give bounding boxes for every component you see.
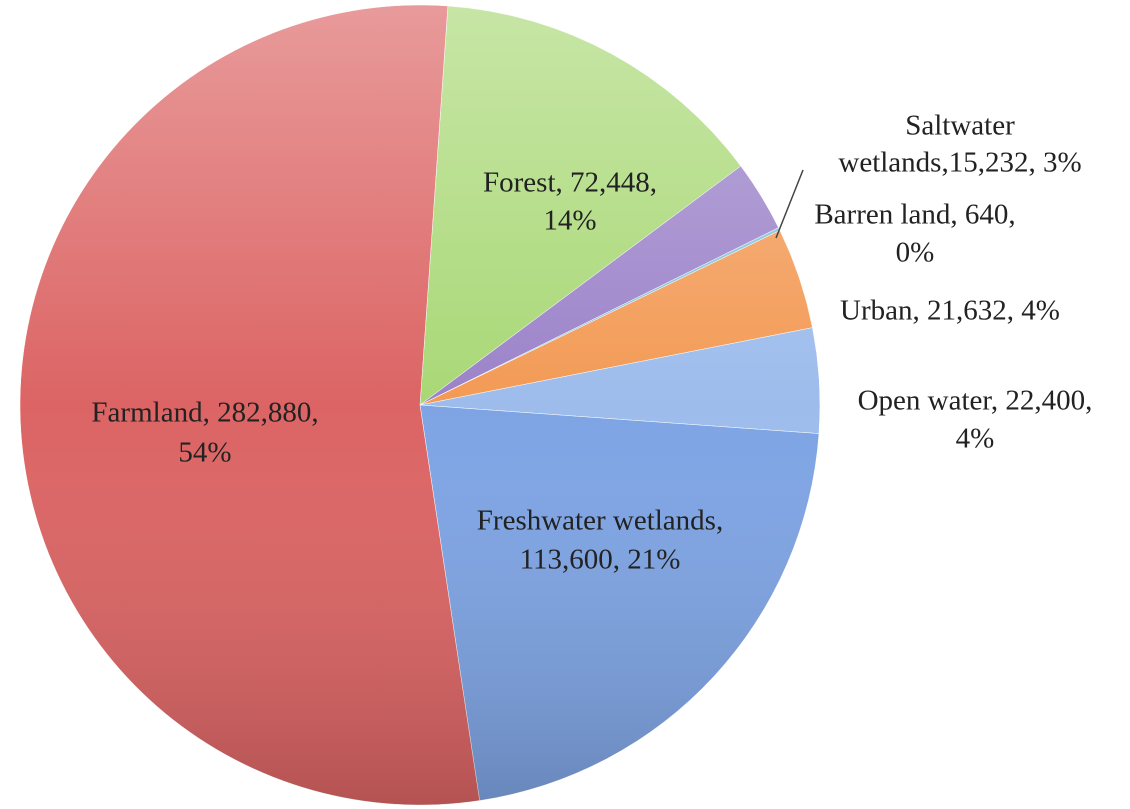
data-label: 4% — [956, 423, 995, 455]
data-label: Saltwater — [905, 110, 1015, 142]
leader-line — [775, 169, 804, 239]
data-label: Barren land, 640, — [814, 199, 1015, 231]
data-label: 0% — [896, 237, 935, 269]
data-label: 14% — [543, 205, 596, 237]
data-label: Forest, 72,448, — [483, 167, 657, 199]
pie-slice — [419, 404, 820, 801]
data-label: 113,600, 21% — [520, 544, 681, 576]
data-label: Freshwater wetlands, — [477, 505, 723, 537]
data-label: Farmland, 282,880, — [91, 397, 318, 429]
data-label: Open water, 22,400, — [858, 385, 1093, 417]
data-label: 54% — [178, 437, 231, 469]
data-label: wetlands,15,232, 3% — [838, 147, 1081, 179]
labels: Forest, 72,448, 14% Saltwater wetlands,15,2… — [91, 110, 1092, 576]
data-label: Urban, 21,632, 4% — [840, 295, 1060, 327]
